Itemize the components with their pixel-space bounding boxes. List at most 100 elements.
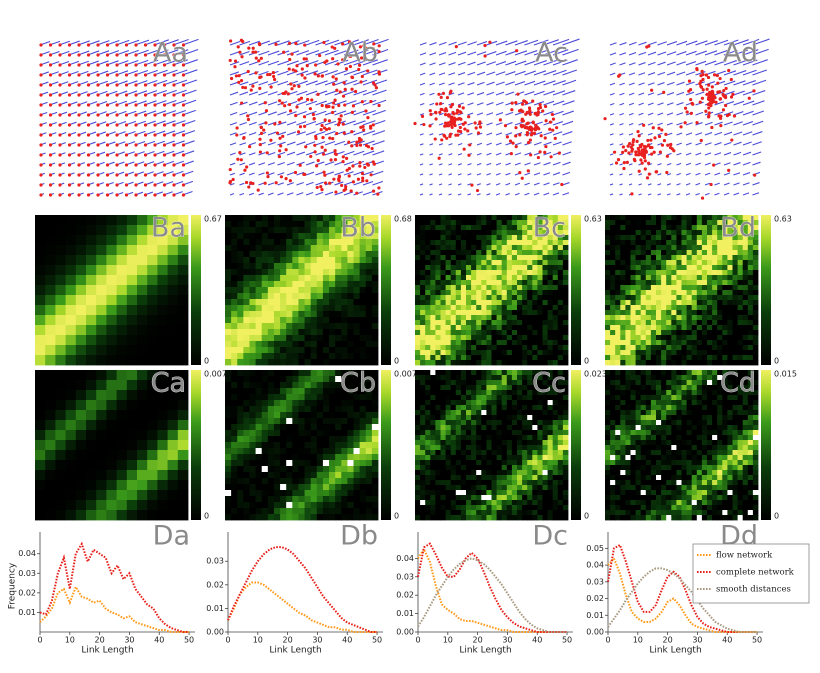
point — [258, 86, 262, 90]
heatmap-panel — [415, 215, 581, 366]
point — [679, 125, 683, 129]
vector-arrow — [296, 192, 304, 196]
heatmap-cell — [267, 329, 275, 336]
heatmap-cell — [267, 335, 275, 342]
point — [115, 183, 119, 187]
heatmap-cell — [696, 310, 703, 316]
heatmap-cell — [481, 255, 487, 261]
point — [422, 122, 426, 127]
vector-arrow — [305, 100, 317, 106]
heatmap-cell — [304, 233, 312, 240]
point — [541, 109, 545, 113]
point — [645, 176, 650, 180]
vector-arrow — [438, 82, 445, 86]
vector-arrow — [324, 191, 334, 196]
heatmap-cell — [610, 215, 616, 221]
point — [264, 121, 268, 125]
point — [727, 68, 731, 73]
heatmap-cell — [496, 285, 503, 291]
heatmap-cell — [691, 285, 698, 291]
heatmap-cell — [75, 335, 87, 346]
heatmap-cell — [445, 315, 452, 321]
heatmap-cell — [547, 250, 554, 256]
heatmap-cell — [635, 340, 642, 346]
heatmap-cell — [547, 265, 554, 271]
vector-arrow — [657, 152, 662, 156]
point — [347, 140, 351, 144]
heatmap-cell — [742, 225, 749, 231]
heatmap-cell — [666, 335, 672, 341]
heatmap-cell — [137, 400, 148, 411]
heatmap-cell — [359, 281, 367, 288]
point — [336, 62, 340, 66]
heatmap-cell — [547, 315, 554, 321]
heatmap-cell — [280, 239, 287, 246]
heatmap-cell — [273, 323, 281, 330]
heatmap-cell — [96, 380, 107, 391]
heatmap-cell — [532, 345, 538, 351]
point — [86, 63, 91, 67]
vector-arrow — [296, 50, 310, 56]
heatmap-cell — [335, 281, 342, 288]
heatmap-cell — [347, 221, 354, 228]
heatmap-cell — [86, 265, 97, 276]
heatmap-cell — [557, 325, 564, 331]
heatmap-cell — [712, 240, 718, 246]
point — [662, 90, 666, 94]
vector-arrow — [372, 180, 384, 186]
heatmap-cell — [557, 220, 564, 226]
heatmap-cell — [435, 265, 441, 271]
heatmap-cell — [671, 300, 677, 306]
point — [514, 100, 518, 105]
heatmap-cell — [225, 299, 232, 306]
heatmap-cell — [707, 280, 713, 286]
point — [695, 121, 699, 125]
heatmap-cell — [420, 350, 426, 356]
heatmap-cell — [717, 260, 723, 266]
heatmap-cell — [450, 225, 457, 231]
vector-arrow — [353, 130, 366, 136]
heatmap-cell — [605, 280, 611, 286]
heatmap-cell — [280, 293, 287, 300]
heatmap-cell — [681, 280, 687, 286]
point — [246, 117, 251, 122]
vector-arrow — [248, 121, 257, 126]
heatmap-cell — [116, 400, 128, 411]
point — [467, 115, 471, 119]
heatmap-cell — [316, 293, 324, 300]
vector-arrow — [334, 100, 347, 106]
heatmap-cell — [267, 281, 275, 288]
heatmap-cell — [496, 325, 503, 331]
heatmap-cell — [243, 251, 250, 258]
point — [355, 191, 359, 195]
heatmap-cell — [231, 233, 238, 240]
heatmap-cell — [666, 250, 672, 256]
heatmap-cell — [96, 335, 107, 346]
heatmap-cell — [466, 245, 472, 251]
heatmap-cell — [273, 245, 281, 252]
heatmap-cell — [681, 320, 687, 326]
heatmap-cell — [605, 360, 611, 366]
point — [77, 113, 81, 117]
point — [273, 77, 277, 82]
heatmap-cell — [435, 300, 441, 306]
heatmap-cell — [298, 359, 305, 366]
heatmap-cell — [547, 310, 554, 316]
heatmap-cell — [547, 330, 554, 336]
heatmap-cell — [511, 320, 518, 326]
heatmap-cell — [557, 345, 564, 351]
point — [528, 112, 532, 116]
heatmap-cell — [511, 295, 518, 301]
heatmap-cell — [506, 315, 513, 321]
heatmap-cell — [65, 450, 77, 461]
heatmap-cell — [365, 311, 373, 318]
heatmap-cell — [562, 255, 569, 261]
heatmap-cell — [471, 260, 477, 266]
heatmap-cell — [435, 215, 441, 221]
point — [325, 59, 329, 63]
heatmap-cell — [466, 255, 472, 261]
heatmap-cell — [517, 270, 523, 276]
heatmap-cell — [640, 340, 647, 346]
heatmap-cell — [696, 350, 703, 356]
point — [508, 139, 513, 143]
